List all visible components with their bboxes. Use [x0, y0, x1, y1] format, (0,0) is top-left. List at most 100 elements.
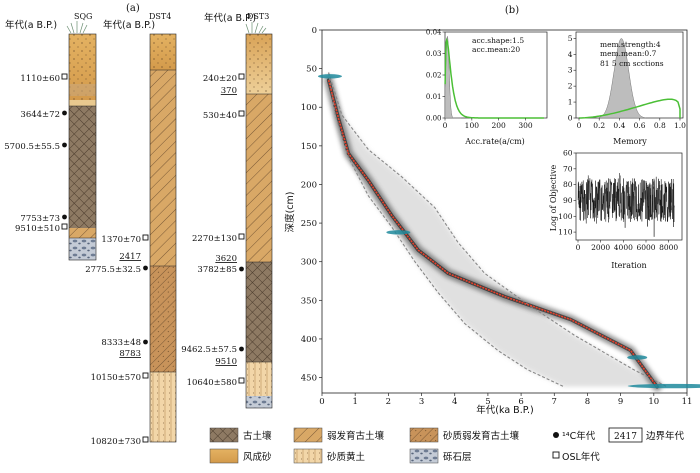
- dated-samples: [317, 74, 700, 389]
- x-tick-label: 1: [352, 397, 357, 407]
- c14-marker-icon: [143, 339, 148, 345]
- age-label: 1370±70: [101, 235, 141, 245]
- y-tick-label: 0.04: [426, 29, 442, 37]
- y-tick-label: 300: [301, 258, 317, 268]
- grass-icon: [66, 21, 267, 34]
- legend-label: OSL年代: [562, 451, 600, 463]
- trace-inset: 0 2000 4000 6000 8000 60 70 80 90 100 110 Iteratio…: [549, 149, 683, 270]
- osl-marker-icon: [142, 234, 149, 241]
- x-tick-label: 0.8: [654, 121, 666, 130]
- y-tick-label: 200: [301, 180, 317, 190]
- sqg-name: SQG: [74, 12, 92, 21]
- x-tick-label: 6000: [636, 243, 655, 252]
- y-tick-label: 0: [312, 26, 317, 36]
- legend-label: 砂质弱发育古土壤: [443, 430, 520, 442]
- y-tick-label: 5: [568, 34, 573, 43]
- y-tick-label: 50: [306, 65, 317, 75]
- sqg-ages: 1110±60 3644±72 5700.5±55.5 7753±73 9510…: [4, 74, 60, 234]
- x-tick-label: 100: [465, 121, 480, 130]
- osl-marker-icon: [238, 377, 245, 384]
- legend-boundary-sample: 2417: [614, 432, 637, 442]
- age-label: 240±20: [203, 74, 237, 84]
- legend-swatch-sandy-weak-paleosol: [409, 427, 439, 443]
- legend-label: 砂质黄土: [327, 451, 366, 463]
- model-lines: [327, 72, 668, 388]
- y-tick-label: 450: [301, 374, 317, 384]
- panel-b-label: (b): [505, 5, 519, 16]
- date-distribution: [317, 74, 342, 79]
- trace-ticks: 0 2000 4000 6000 8000 60 70 80 90 100 110: [558, 149, 678, 253]
- y-tick-label: 60: [563, 149, 573, 158]
- date-distribution: [386, 230, 411, 235]
- annotation: mem.mean:0.7: [600, 49, 657, 58]
- age-label: 530±40: [203, 111, 237, 121]
- age-label: 10150±570: [91, 373, 141, 383]
- x-tick-label: 8000: [659, 243, 678, 252]
- sqg-markers: [61, 73, 68, 230]
- x-tick-label: 10: [648, 397, 659, 407]
- x-tick-label: 7: [552, 397, 557, 407]
- osl-marker-icon: [552, 451, 560, 459]
- dst3-age-header: 年代(a B.P.): [204, 12, 256, 24]
- memory-curve: [579, 38, 681, 119]
- range-line: [328, 72, 565, 388]
- y-tick-label: 100: [301, 103, 317, 113]
- x-tick-label: 9: [618, 397, 623, 407]
- trace-curve: [577, 173, 675, 237]
- y-tick-label: 0: [568, 114, 573, 123]
- osl-marker-icon: [238, 233, 245, 240]
- sqg-age-header: 年代(a B.P.): [5, 19, 57, 31]
- age-label: 7753±73: [20, 214, 60, 224]
- legend-swatch-aeolian-sand: [209, 448, 239, 464]
- y-tick-label: 3: [568, 66, 573, 75]
- y-tick-label: 0.03: [426, 50, 442, 58]
- legend-label: 古土壤: [243, 430, 272, 442]
- boundary-age-label: 9510: [215, 357, 237, 367]
- osl-marker-icon: [142, 372, 149, 379]
- x-tick-label: 0: [319, 397, 324, 407]
- legend: 古土壤 弱发育古土壤 砂质弱发育古土壤 ¹⁴C年代 2417 边界年代 风成砂 …: [209, 427, 685, 464]
- x-tick-label: 0.4: [613, 121, 625, 130]
- c14-marker-icon: [62, 110, 67, 116]
- trace-ylabel: Log of Objective: [549, 164, 558, 231]
- date-distribution: [627, 383, 700, 389]
- y-tick-label: 150: [301, 142, 317, 152]
- acc-rate-ticks: 0 100 200 300 0.00 0.01 0.02 0.03 0.04: [426, 29, 533, 131]
- x-tick-label: 2000: [591, 243, 610, 252]
- legend-label: 边界年代: [646, 430, 685, 442]
- osl-marker-icon: [61, 73, 68, 80]
- age-label: 2775.5±32.5: [85, 265, 141, 275]
- osl-marker-icon: [238, 73, 245, 80]
- inset-frame: [444, 31, 548, 119]
- x-tick-label: 0.6: [634, 121, 646, 130]
- dst4-ages: 1370±70 2417 2775.5±32.5 8333±48 8783 10…: [85, 235, 141, 447]
- c14-marker-icon: [143, 265, 148, 271]
- x-tick-label: 11: [682, 397, 693, 407]
- age-label: 10820±730: [91, 437, 141, 447]
- c14-marker-icon: [239, 266, 244, 272]
- legend-label: 风成砂: [243, 451, 272, 463]
- osl-marker-icon: [61, 223, 68, 230]
- legend-swatch-sandy-loess: [293, 448, 323, 464]
- x-tick-label: 300: [518, 121, 533, 130]
- y-tick-label: 0.01: [426, 93, 442, 101]
- y-tick-label: 0.02: [426, 72, 442, 80]
- dst3-ages: 240±20 370 530±40 2270±130 3620 3782±85 …: [181, 74, 237, 388]
- boundary-box-icon: [608, 427, 643, 443]
- osl-marker-icon: [142, 436, 149, 443]
- x-tick-label: 0.2: [593, 121, 605, 130]
- dst3-markers: [238, 73, 245, 384]
- age-label: 3644±72: [20, 110, 60, 120]
- dst4-age-header: 年代(a B.P.): [103, 19, 155, 31]
- legend-label: 砾石层: [443, 451, 472, 463]
- y-tick-label: 4: [568, 50, 573, 59]
- annotation: acc.shape:1.5: [472, 36, 524, 45]
- acc-rate-curve: [444, 35, 544, 119]
- y-tick-label: 400: [301, 335, 317, 345]
- y-tick-label: 1: [568, 98, 573, 107]
- sqg-column: [68, 33, 97, 261]
- dst3-column: [245, 33, 273, 409]
- age-label: 8333±48: [101, 338, 141, 348]
- confidence-band: [328, 72, 668, 387]
